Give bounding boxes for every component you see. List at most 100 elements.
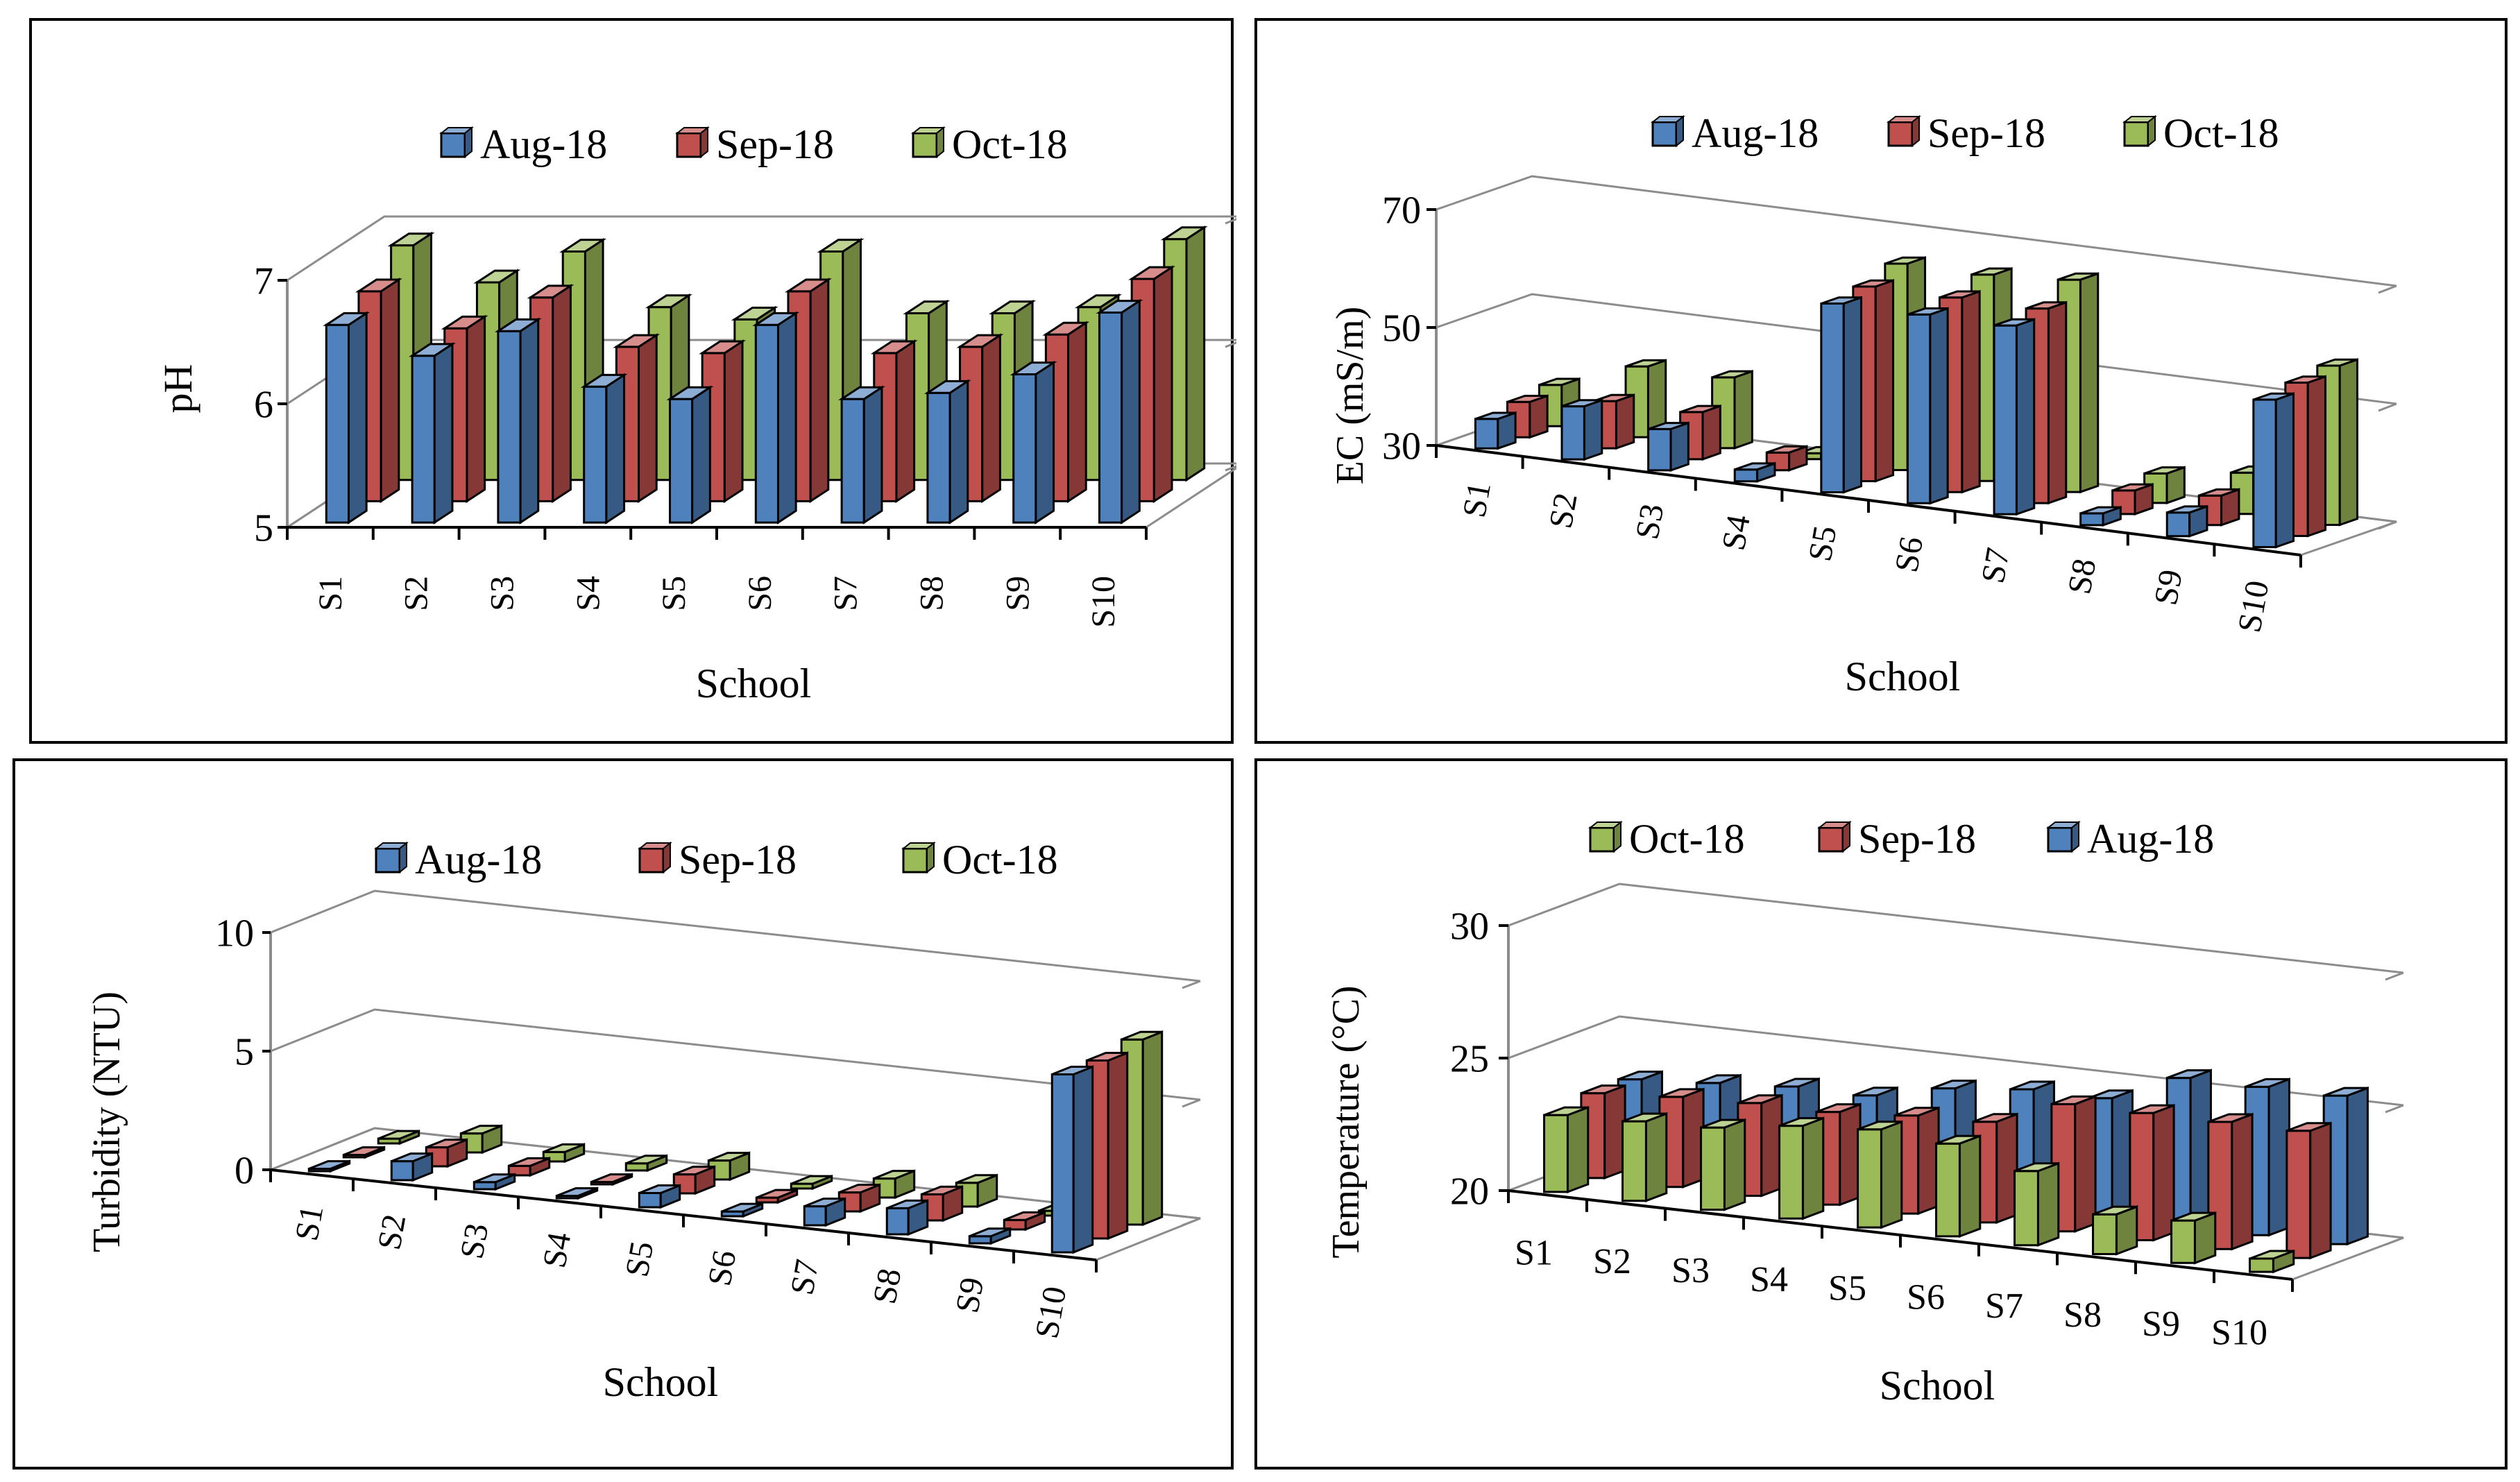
turbidity-bar-Sep-18-S6	[755, 1188, 799, 1204]
ec-bars	[1474, 256, 2359, 549]
temperature-bar-Oct-18-S5	[1857, 1120, 1903, 1229]
ec-gridline-0-end	[2378, 520, 2397, 530]
ph-category-label-S4: S4	[570, 576, 606, 611]
ph-bar-Aug-18-S1	[323, 311, 371, 525]
ec-bar-Aug-18-S3	[1647, 421, 1689, 472]
temperature-category-label-S1: S1	[1515, 1233, 1553, 1272]
ec-gridline-1-end	[2378, 402, 2397, 412]
ph-gridline-1-end	[1225, 341, 1236, 348]
temperature-legend-swatch-Oct-18	[1589, 826, 1615, 853]
ph-bar-Aug-18-S10	[1096, 298, 1143, 525]
ec-category-label-S1: S1	[1456, 479, 1498, 520]
ec-x-axis-title: School	[1845, 654, 1961, 699]
ec-bar-Aug-18-S4	[1733, 461, 1776, 483]
temperature-series-Sep-18	[1580, 1084, 2332, 1260]
turbidity-bar-Aug-18-S8	[885, 1199, 929, 1236]
ph-legend-item-Sep-18: Sep-18	[675, 121, 834, 167]
temperature-y-tick-label-1: 25	[1450, 1038, 1489, 1081]
turbidity-series-Aug-18	[307, 1065, 1094, 1254]
ec-category-label-S2: S2	[1542, 490, 1585, 531]
temperature-category-label-S10: S10	[2211, 1313, 2267, 1353]
temperature-y-tick-label-0: 20	[1450, 1170, 1489, 1213]
ec-y-axis-title: EC (mS/m)	[1329, 307, 1372, 485]
turbidity-legend: Aug-18 Sep-18 Oct-18	[374, 837, 1058, 883]
temperature-series-Oct-18	[1543, 1105, 2295, 1274]
turbidity-gridline-2	[270, 889, 1201, 982]
ec-legend: Aug-18 Sep-18 Oct-18	[1651, 110, 2279, 156]
temperature-legend-swatch-Sep-18	[1818, 826, 1844, 853]
ec-bar-Aug-18-S6	[1906, 307, 1949, 505]
temperature-legend: Oct-18 Sep-18 Aug-18	[1588, 816, 2214, 862]
temperature-y-tick-label-2: 30	[1450, 905, 1489, 948]
ec-category-label-S10: S10	[2231, 578, 2276, 636]
turbidity-bar-Oct-18-S5	[707, 1151, 751, 1182]
ph-legend-label-Sep-18: Sep-18	[716, 121, 834, 167]
ec-series-Aug-18	[1474, 296, 2295, 549]
ph-bar-Aug-18-S5	[666, 385, 714, 525]
ec-category-label-S5: S5	[1802, 523, 1844, 564]
temperature-bar-Oct-18-S10	[2249, 1249, 2295, 1274]
ec-legend-label-Aug-18: Aug-18	[1692, 110, 1819, 156]
ec-category-label-S9: S9	[2147, 567, 2190, 608]
ec-y-tick-label-1: 50	[1382, 307, 1421, 350]
ph-bar-Aug-18-S3	[494, 317, 542, 525]
ec-y-tick-label-2: 70	[1382, 189, 1421, 232]
temperature-labels: 20 25 30 S1 S2 S3 S4 S5 S6 S7 S8 S9 S10 Temperature (…	[1325, 905, 2267, 1408]
ec-category-label-S6: S6	[1888, 534, 1930, 575]
turbidity-bar-Sep-18-S3	[507, 1157, 551, 1177]
ph-series-Aug-18	[323, 298, 1143, 525]
ph-category-label-S6: S6	[742, 576, 778, 611]
temperature-bar-Oct-18-S3	[1700, 1118, 1746, 1211]
temperature-gridline-1-end	[2385, 1104, 2404, 1114]
ec-legend-swatch-Oct-18	[2123, 121, 2149, 147]
ec-bar-Aug-18-S9	[2165, 504, 2208, 538]
turbidity-y-axis-title: Turbidity (NTU)	[85, 991, 128, 1252]
ph-chart-panel: 5 6 7 S1 S2 S3 S4 S5 S6 S7 S8 S9 S10 pH School Aug-18 Se…	[29, 18, 1236, 744]
ec-bar-Aug-18-S2	[1560, 398, 1603, 461]
ph-y-tick-label-0: 5	[254, 507, 273, 550]
ph-legend-swatch-Aug-18	[440, 132, 466, 158]
turbidity-bar-Aug-18-S9	[968, 1227, 1012, 1245]
turbidity-y-tick-label-0: 0	[235, 1150, 254, 1193]
turbidity-bar-Oct-18-S4	[624, 1154, 668, 1173]
ph-legend-item-Aug-18: Aug-18	[439, 121, 607, 167]
turbidity-legend-label-Aug-18: Aug-18	[415, 837, 542, 883]
ec-legend-item-Oct-18: Oct-18	[2122, 110, 2279, 156]
temperature-bar-Oct-18-S7	[2014, 1161, 2060, 1247]
ec-labels: 30 50 70 S1 S2 S3 S4 S5 S6 S7 S8 S9 S10 EC (mS/m) Scho…	[1329, 189, 2276, 699]
turbidity-bar-Sep-18-S7	[837, 1183, 881, 1213]
ec-bar-Sep-18-S8	[2111, 482, 2154, 516]
temperature-category-label-S8: S8	[2063, 1295, 2102, 1335]
turbidity-category-label-S3: S3	[453, 1220, 495, 1261]
ec-bar-Aug-18-S1	[1474, 411, 1517, 450]
ec-bar-Sep-18-S9	[2197, 488, 2240, 527]
ec-legend-swatch-Sep-18	[1887, 121, 1914, 147]
ph-category-label-S1: S1	[312, 576, 349, 611]
temperature-chart-panel: 20 25 30 S1 S2 S3 S4 S5 S6 S7 S8 S9 S10 Temperature (…	[1254, 758, 2508, 1470]
turbidity-legend-label-Sep-18: Sep-18	[679, 837, 797, 883]
temperature-bar-Oct-18-S2	[1621, 1112, 1668, 1202]
ph-gridline-2	[287, 215, 1236, 282]
turbidity-gridline-1-end	[1182, 1098, 1201, 1108]
turbidity-bar-Sep-18-S5	[672, 1165, 716, 1195]
turbidity-category-label-S1: S1	[288, 1202, 330, 1243]
ec-category-label-S3: S3	[1628, 501, 1671, 542]
ec-bar-Sep-18-S1	[1506, 394, 1549, 439]
ph-bars	[323, 225, 1208, 525]
turbidity-legend-item-Aug-18: Aug-18	[374, 837, 542, 883]
ph-category-label-S8: S8	[914, 576, 951, 611]
ec-bar-Aug-18-S5	[1820, 296, 1863, 494]
turbidity-chart: 0 5 10 S1 S2 S3 S4 S5 S6 S7 S8 S9 S10 Turbidity (NTU)…	[85, 837, 1201, 1405]
turbidity-category-label-S2: S2	[371, 1211, 413, 1252]
turbidity-legend-swatch-Aug-18	[375, 847, 401, 874]
ec-gridline-2-end	[2378, 284, 2397, 294]
temperature-bar-Sep-18-S7	[2050, 1095, 2097, 1233]
temperature-category-label-S4: S4	[1750, 1260, 1788, 1300]
turbidity-bar-Oct-18-S1	[377, 1129, 420, 1145]
turbidity-category-label-S6: S6	[701, 1247, 743, 1288]
ec-legend-swatch-Aug-18	[1651, 121, 1678, 147]
turbidity-category-label-S4: S4	[536, 1229, 578, 1270]
ec-legend-label-Sep-18: Sep-18	[1927, 110, 2045, 156]
ec-category-label-S4: S4	[1715, 512, 1757, 553]
turbidity-gridlines	[270, 889, 1201, 1227]
